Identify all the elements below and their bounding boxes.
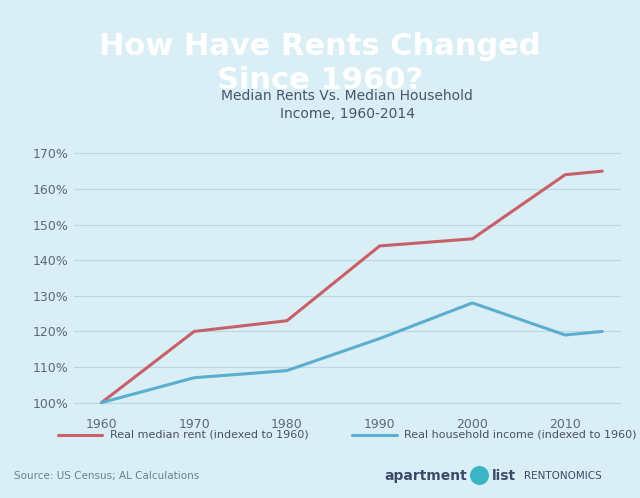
Text: Source: US Census; AL Calculations: Source: US Census; AL Calculations [14, 472, 199, 482]
Text: apartment: apartment [384, 469, 467, 483]
Text: How Have Rents Changed
Since 1960?: How Have Rents Changed Since 1960? [99, 31, 541, 96]
Title: Median Rents Vs. Median Household
Income, 1960-2014: Median Rents Vs. Median Household Income… [221, 89, 473, 121]
Text: Real household income (indexed to 1960): Real household income (indexed to 1960) [404, 429, 637, 440]
Text: Real median rent (indexed to 1960): Real median rent (indexed to 1960) [110, 429, 308, 440]
Point [474, 471, 484, 479]
Text: list: list [492, 469, 516, 483]
Text: RENTONOMICS: RENTONOMICS [524, 471, 601, 481]
Text: ▼: ▼ [476, 479, 481, 485]
